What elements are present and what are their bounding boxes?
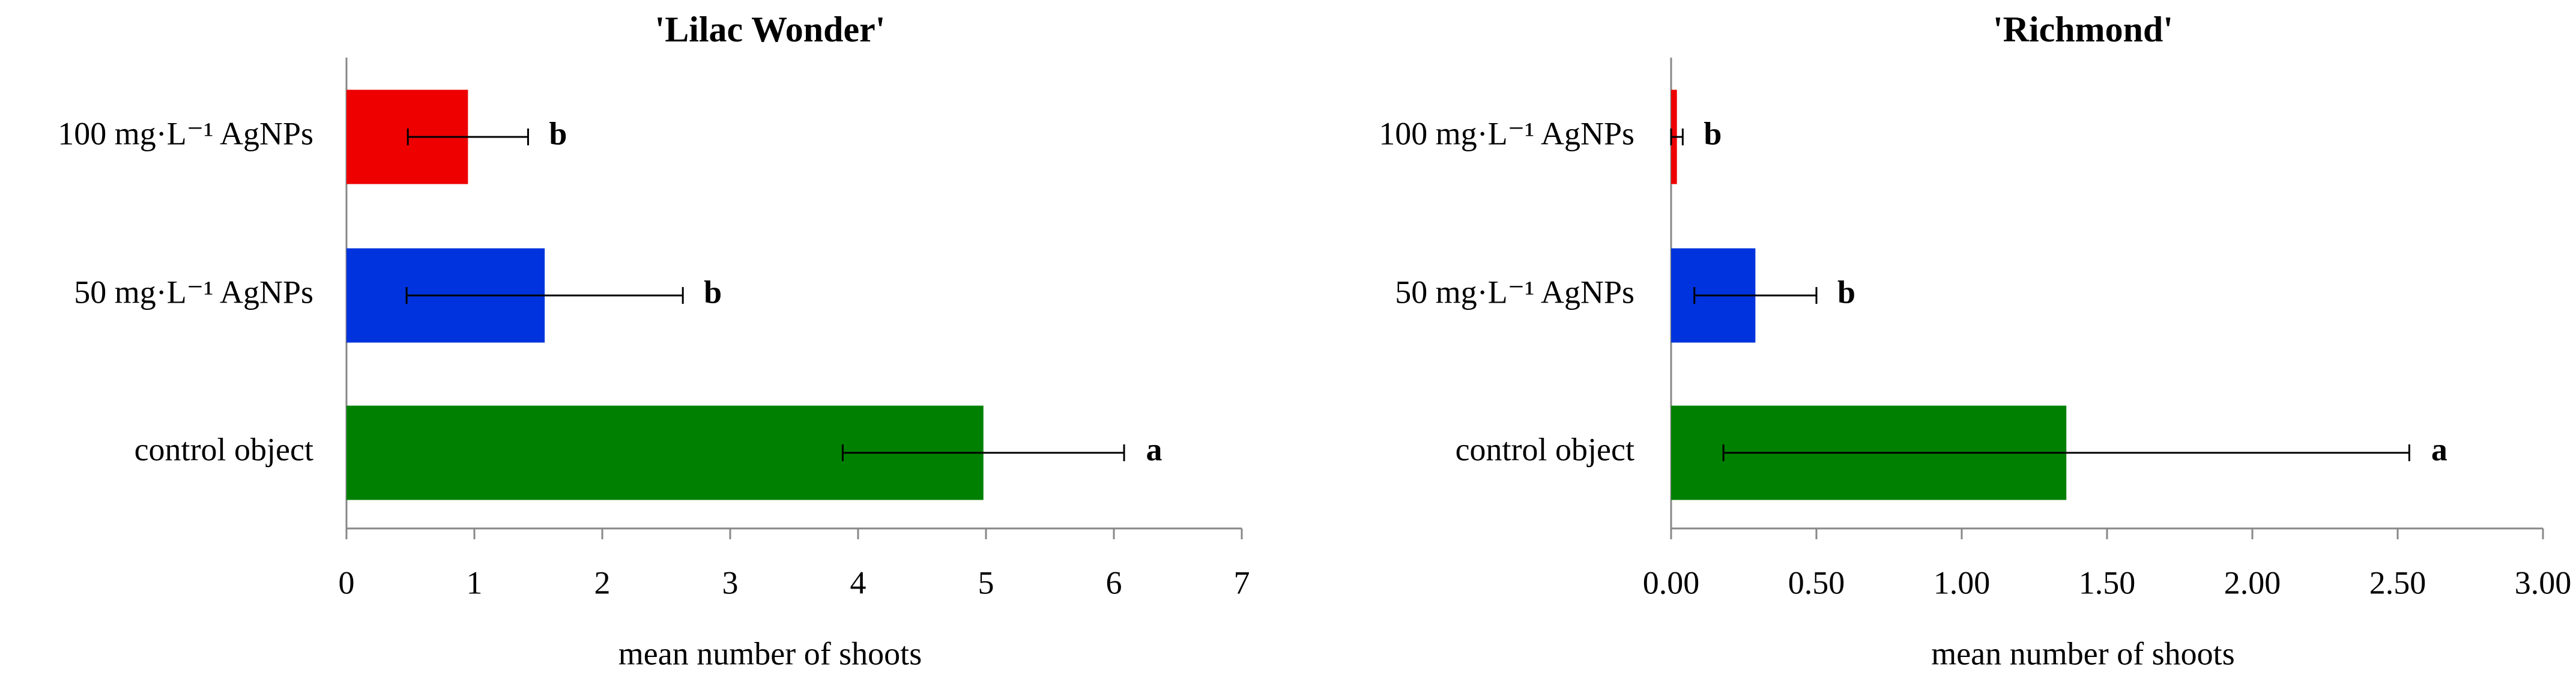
error-bar xyxy=(1693,287,1818,304)
significance-letter: a xyxy=(1146,431,1163,467)
x-tick-label: 5 xyxy=(978,564,994,601)
significance-letter: b xyxy=(549,115,567,151)
x-tick-label: 0 xyxy=(339,564,355,601)
x-tick-label: 4 xyxy=(850,564,866,601)
x-tick-label: 2 xyxy=(594,564,611,601)
x-tick-label: 1.50 xyxy=(2079,564,2136,601)
x-tick-label: 2.00 xyxy=(2224,564,2281,601)
x-tick-label: 2.50 xyxy=(2369,564,2426,601)
category-label: control object xyxy=(1456,431,1634,467)
x-tick-label: 1.00 xyxy=(1934,564,1991,601)
x-tick-label: 0.00 xyxy=(1643,564,1700,601)
error-bar xyxy=(841,444,1125,461)
x-tick-label: 6 xyxy=(1106,564,1122,601)
chart-title: 'Lilac Wonder' xyxy=(655,10,886,49)
significance-letter: b xyxy=(1704,115,1722,151)
x-axis-title: mean number of shoots xyxy=(1931,635,2234,671)
x-tick-label: 3.00 xyxy=(2515,564,2572,601)
x-axis-title: mean number of shoots xyxy=(618,635,922,671)
x-tick-label: 0.50 xyxy=(1788,564,1845,601)
significance-letter: a xyxy=(2431,431,2448,467)
category-label: control object xyxy=(135,431,313,467)
error-bar xyxy=(1722,444,2410,461)
significance-letter: b xyxy=(1837,274,1855,310)
significance-letter: b xyxy=(704,274,722,310)
error-bar xyxy=(1670,129,1684,145)
category-label: 50 mg·L⁻¹ AgNPs xyxy=(74,274,313,310)
category-label: 100 mg·L⁻¹ AgNPs xyxy=(1379,115,1634,151)
x-tick-label: 3 xyxy=(722,564,739,601)
chart-title: 'Richmond' xyxy=(1993,10,2173,49)
category-label: 50 mg·L⁻¹ AgNPs xyxy=(1395,274,1634,310)
error-bar xyxy=(407,129,529,145)
x-tick-label: 1 xyxy=(467,564,483,601)
category-label: 100 mg·L⁻¹ AgNPs xyxy=(58,115,313,151)
x-tick-label: 7 xyxy=(1234,564,1250,601)
error-bar xyxy=(405,287,684,304)
